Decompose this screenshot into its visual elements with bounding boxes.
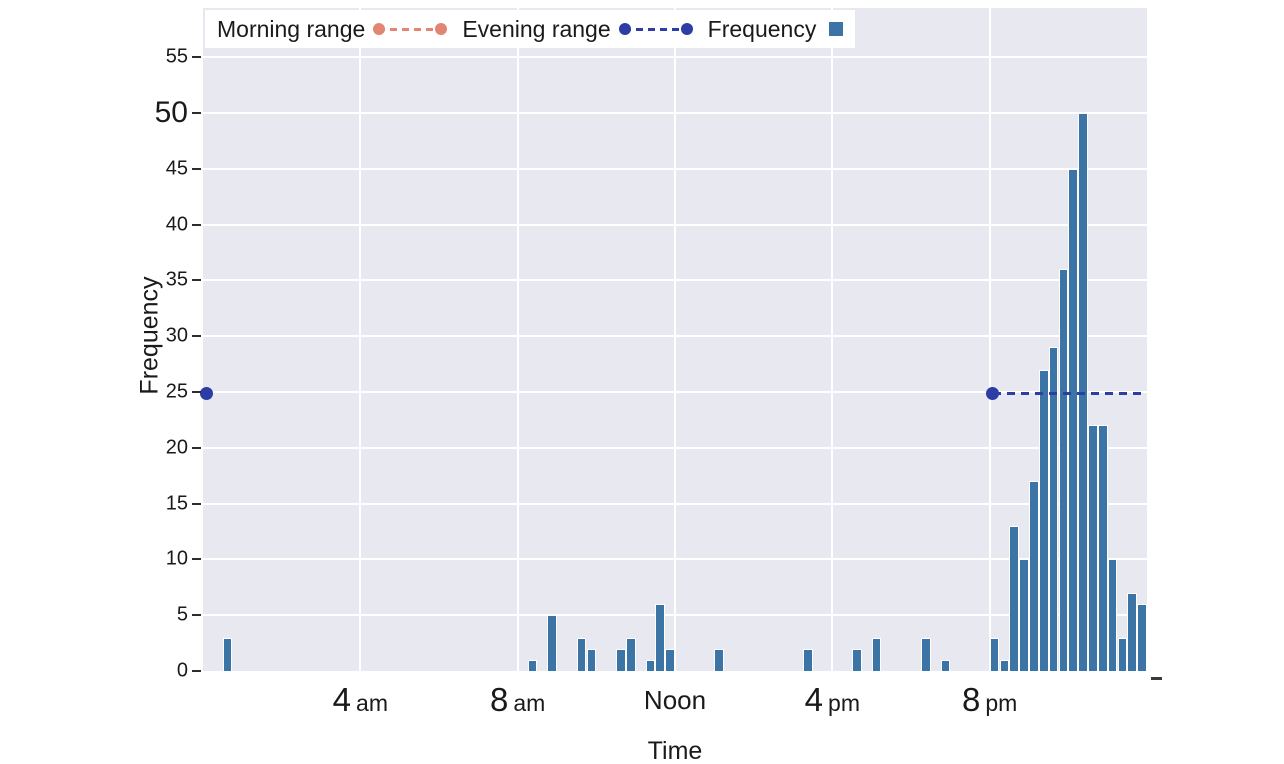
morning-range-marker-dot	[373, 22, 386, 35]
y-tick-label: 10	[165, 547, 188, 570]
evening-range-wrap-dot	[199, 386, 213, 400]
bar	[645, 659, 656, 671]
x-tick-label: 8 am	[490, 680, 545, 727]
bar	[547, 615, 557, 671]
bar	[920, 637, 931, 671]
bar	[1117, 637, 1128, 671]
v-gridline	[831, 8, 834, 671]
evening-range-marker-dot	[680, 22, 693, 35]
x-axis-end-tick	[1151, 677, 1162, 680]
plot-area	[199, 8, 1147, 671]
legend-label-frequency: Frequency	[707, 15, 817, 42]
x-tick-label: Noon	[644, 680, 706, 725]
x-tick-suffix: pm	[985, 690, 1018, 716]
legend: Morning range Evening range Frequency	[205, 10, 856, 48]
y-tick-label: 45	[165, 157, 188, 180]
bar	[714, 648, 725, 671]
evening-range-line	[992, 391, 1147, 395]
bar	[1068, 168, 1079, 671]
legend-label-morning-range: Morning range	[217, 15, 366, 42]
bar	[1088, 425, 1098, 671]
legend-label-evening-range: Evening range	[462, 15, 611, 42]
bar	[586, 648, 597, 671]
y-tick-mark	[192, 56, 201, 59]
x-tick-suffix: pm	[828, 690, 860, 716]
evening-range-marker	[618, 22, 693, 35]
y-tick-mark	[192, 223, 201, 226]
x-tick-label: 8 pm	[962, 680, 1017, 727]
x-tick-text: 8	[490, 681, 509, 718]
bar	[625, 637, 636, 671]
bar	[616, 648, 626, 671]
morning-range-marker	[373, 22, 448, 35]
frequency-marker	[829, 22, 844, 36]
y-tick-label: 15	[165, 492, 188, 515]
bar	[1048, 347, 1059, 671]
x-tick-suffix: am	[513, 690, 546, 716]
bar	[852, 648, 862, 671]
v-gridline	[988, 8, 991, 671]
morning-range-marker-dot	[435, 22, 448, 35]
y-tick-mark	[192, 558, 201, 561]
bar	[1137, 604, 1147, 671]
bar	[1019, 559, 1029, 671]
y-tick-mark	[192, 614, 201, 617]
x-tick-text: Noon	[643, 685, 707, 715]
y-tick-mark	[192, 279, 201, 282]
y-tick-label: 5	[176, 603, 188, 626]
y-tick-label: 35	[165, 268, 188, 291]
bar	[999, 659, 1010, 671]
v-gridline	[359, 8, 362, 671]
bar	[1127, 592, 1138, 671]
bar	[940, 659, 951, 671]
y-tick-label: 25	[165, 380, 188, 403]
legend-item-frequency: Frequency	[708, 16, 844, 43]
y-tick-label: 30	[165, 324, 188, 347]
x-tick-text: 4	[804, 681, 824, 718]
bar	[1107, 559, 1118, 671]
legend-item-morning-range: Morning range	[217, 15, 448, 43]
x-tick-suffix: am	[356, 690, 388, 716]
y-tick-mark	[192, 167, 201, 170]
y-tick-label: 20	[165, 436, 188, 459]
bar	[1058, 269, 1069, 671]
bar	[871, 637, 882, 671]
bar	[1029, 481, 1039, 671]
x-tick-label: 4 pm	[805, 680, 860, 727]
bar	[665, 648, 675, 671]
bar	[576, 637, 587, 671]
y-tick-mark	[192, 390, 201, 393]
bar	[989, 637, 1000, 671]
y-tick-label: 50	[154, 95, 188, 129]
bar	[222, 637, 233, 671]
bar	[527, 659, 538, 671]
y-tick-mark	[192, 446, 201, 449]
bar	[1038, 369, 1049, 671]
evening-range-dot	[986, 386, 1000, 400]
x-axis-label: Time	[647, 737, 703, 764]
y-tick-label: 40	[165, 213, 188, 236]
y-tick-mark	[192, 111, 201, 114]
y-tick-mark	[192, 502, 201, 505]
bar	[802, 648, 813, 671]
bar	[1009, 525, 1020, 671]
x-tick-text: 4	[332, 681, 352, 718]
v-gridline	[516, 8, 519, 671]
y-tick-label: 55	[165, 45, 188, 68]
legend-item-evening-range: Evening range	[462, 15, 693, 43]
y-tick-mark	[192, 335, 201, 338]
x-tick-label: 4 am	[333, 680, 388, 727]
evening-range-marker-dot	[618, 22, 631, 35]
x-tick-text: 8	[962, 681, 981, 718]
bar	[1097, 425, 1108, 671]
y-axis-label: Frequency	[135, 276, 164, 395]
v-gridline	[674, 8, 676, 671]
bar	[655, 604, 666, 671]
y-tick-label: 0	[176, 659, 188, 682]
y-tick-mark	[192, 670, 201, 672]
